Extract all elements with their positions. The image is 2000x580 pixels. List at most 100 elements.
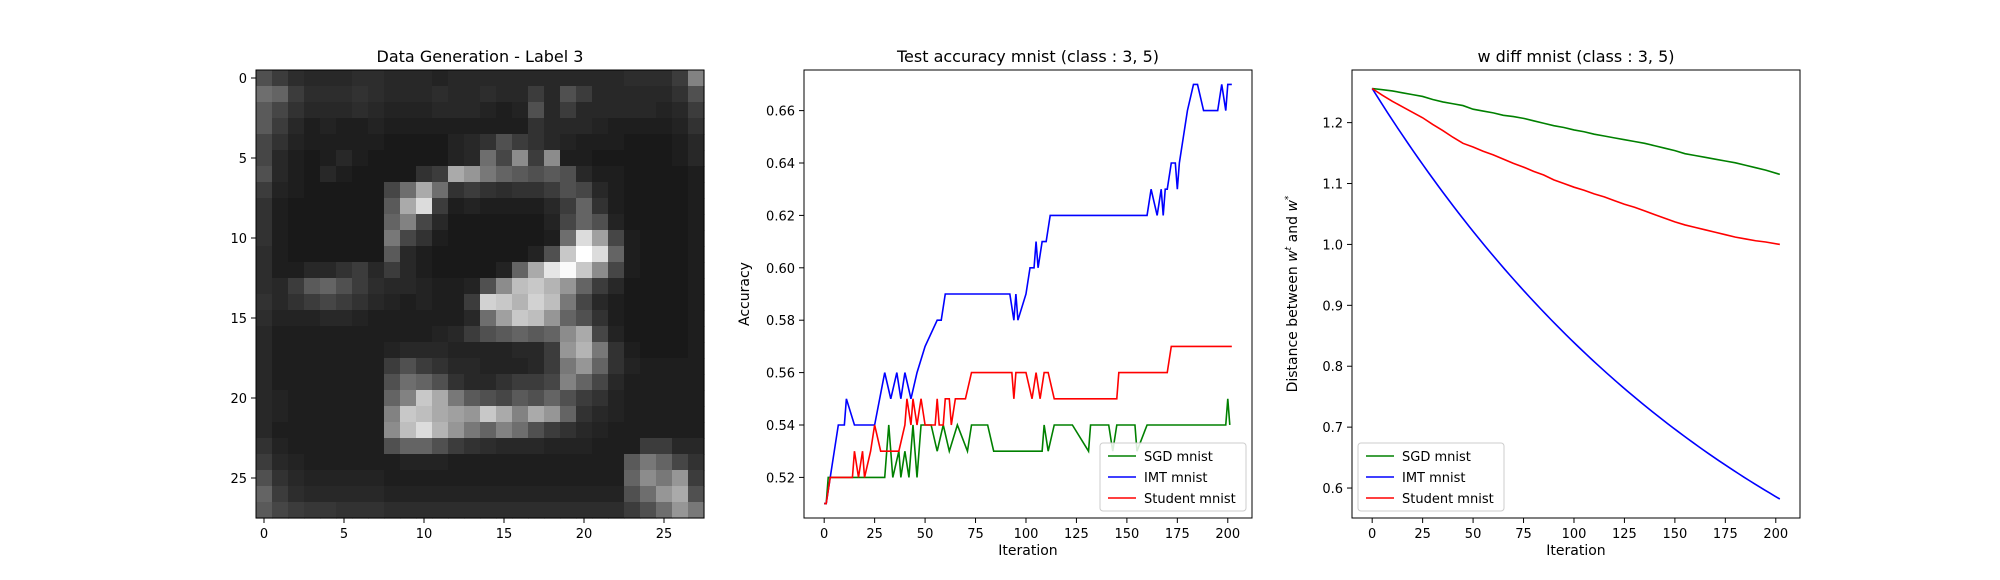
heatmap-cell (512, 118, 529, 135)
heatmap-cell (432, 198, 449, 215)
heatmap-cell (672, 182, 689, 199)
x-tick-label: 10 (416, 527, 433, 542)
heatmap-cell (544, 358, 561, 375)
heatmap-cell (448, 438, 465, 455)
heatmap-cell (448, 502, 465, 519)
x-tick-label: 200 (1763, 527, 1788, 542)
x-tick-label: 125 (1064, 527, 1089, 542)
heatmap-cell (272, 230, 289, 247)
heatmap-cell (384, 246, 401, 263)
legend: SGD mnistIMT mnistStudent mnist (1100, 443, 1246, 511)
heatmap-cell (368, 134, 385, 151)
heatmap-cell (336, 294, 353, 311)
heatmap-cell (576, 246, 593, 263)
heatmap-cell (304, 422, 321, 439)
heatmap-cell (448, 422, 465, 439)
heatmap-cell (672, 134, 689, 151)
heatmap-cell (560, 358, 577, 375)
heatmap-cell (608, 214, 625, 231)
heatmap-cell (560, 342, 577, 359)
heatmap-cell (592, 230, 609, 247)
heatmap-cell (448, 70, 465, 87)
heatmap-cell (608, 246, 625, 263)
heatmap-cell (464, 150, 481, 167)
heatmap-cell (672, 230, 689, 247)
heatmap-cell (384, 150, 401, 167)
heatmap-cell (544, 182, 561, 199)
heatmap-cell (512, 86, 529, 103)
heatmap-cell (544, 502, 561, 519)
heatmap-cell (384, 182, 401, 199)
heatmap-cell (560, 198, 577, 215)
heatmap-cell (432, 278, 449, 295)
heatmap-cell (480, 262, 497, 279)
heatmap-cell (256, 326, 273, 343)
heatmap-cell (304, 118, 321, 135)
heatmap-cell (416, 70, 433, 87)
heatmap-cell (672, 486, 689, 503)
heatmap-cell (544, 214, 561, 231)
heatmap-cell (528, 438, 545, 455)
legend-label: IMT mnist (1402, 471, 1466, 486)
heatmap-cell (640, 342, 657, 359)
heatmap-cell (560, 262, 577, 279)
heatmap-cell (256, 358, 273, 375)
chart-title: Test accuracy mnist (class : 3, 5) (896, 47, 1159, 66)
y-tick-label: 25 (230, 472, 247, 487)
heatmap-cell (384, 134, 401, 151)
heatmap-cell (560, 150, 577, 167)
heatmap-cell (400, 454, 417, 471)
heatmap-cell (656, 406, 673, 423)
heatmap-cell (640, 390, 657, 407)
heatmap-cell (688, 198, 705, 215)
heatmap-cell (528, 118, 545, 135)
heatmap-cell (560, 166, 577, 183)
heatmap-cell (384, 198, 401, 215)
heatmap-cell (592, 246, 609, 263)
heatmap-cell (512, 454, 529, 471)
heatmap-cell (592, 374, 609, 391)
heatmap-cell (336, 86, 353, 103)
heatmap-cell (512, 374, 529, 391)
heatmap-cell (416, 422, 433, 439)
heatmap-cell (320, 390, 337, 407)
heatmap-cell (592, 326, 609, 343)
heatmap-cell (624, 470, 641, 487)
heatmap-cell (448, 406, 465, 423)
heatmap-cell (368, 326, 385, 343)
heatmap-cell (256, 102, 273, 119)
heatmap-cell (272, 278, 289, 295)
heatmap-cell (464, 374, 481, 391)
heatmap-cell (656, 182, 673, 199)
heatmap-cell (544, 134, 561, 151)
heatmap-cell (672, 214, 689, 231)
heatmap-cell (608, 390, 625, 407)
y-tick-label: 10 (230, 232, 247, 247)
heatmap-cell (496, 262, 513, 279)
heatmap-cell (656, 454, 673, 471)
heatmap-cell (368, 150, 385, 167)
heatmap-cell (352, 294, 369, 311)
heatmap-cell (672, 342, 689, 359)
heatmap-cell (608, 310, 625, 327)
heatmap-cell (288, 198, 305, 215)
heatmap-cell (496, 102, 513, 119)
heatmap-cell (688, 70, 705, 87)
heatmap-cell (256, 486, 273, 503)
heatmap-cell (576, 358, 593, 375)
heatmap-cell (304, 262, 321, 279)
heatmap-cell (640, 182, 657, 199)
heatmap-cell (320, 150, 337, 167)
heatmap-cell (688, 454, 705, 471)
heatmap-cell (448, 230, 465, 247)
x-tick-label: 25 (866, 527, 883, 542)
heatmap-cell (400, 102, 417, 119)
heatmap-cell (384, 166, 401, 183)
heatmap-cell (512, 278, 529, 295)
heatmap-cell (336, 326, 353, 343)
heatmap-cell (544, 278, 561, 295)
heatmap-cell (608, 118, 625, 135)
heatmap-cell (656, 502, 673, 519)
heatmap-cell (624, 422, 641, 439)
heatmap-cell (288, 342, 305, 359)
